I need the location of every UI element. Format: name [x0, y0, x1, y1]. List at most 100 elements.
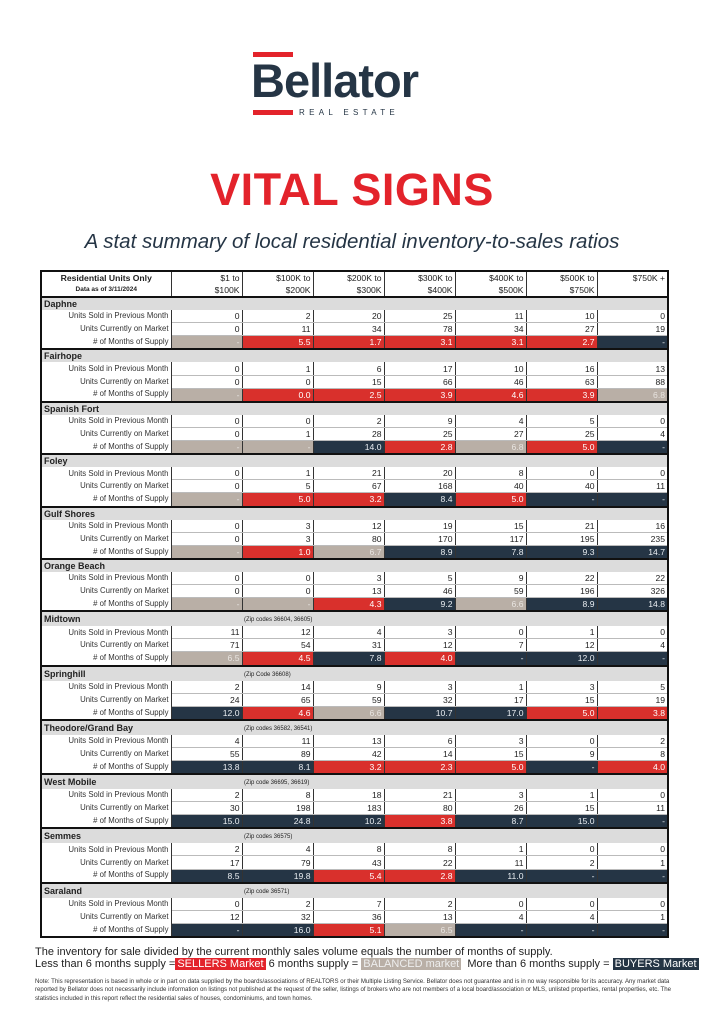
- page-title: VITAL SIGNS: [210, 164, 494, 215]
- area-zip-cell: [242, 453, 668, 468]
- row-label: Units Sold in Previous Month: [41, 467, 172, 480]
- units-on-market-cell: 1: [597, 910, 669, 924]
- units-sold-cell: 0: [597, 414, 669, 428]
- months-supply-cell: 5.0: [242, 492, 314, 507]
- units-on-market-cell: 88: [597, 375, 669, 389]
- units-on-market-cell: 326: [597, 584, 669, 599]
- units-sold-cell: 8: [242, 789, 314, 803]
- units-on-market-cell: 11: [455, 855, 527, 870]
- sold-row: Units Sold in Previous Month 0 0 2 9 4 5 0: [41, 414, 669, 428]
- units-sold-cell: 0: [171, 362, 243, 376]
- units-on-market-cell: 27: [526, 322, 598, 337]
- months-supply-cell: 5.0: [526, 706, 598, 720]
- months-supply-cell: -: [171, 440, 243, 455]
- units-sold-cell: 2: [597, 734, 669, 748]
- units-on-market-cell: 0: [171, 375, 243, 389]
- units-sold-cell: 18: [313, 789, 385, 803]
- area-header-row: Fairhope: [41, 348, 668, 363]
- units-on-market-cell: 2: [526, 855, 598, 870]
- units-sold-cell: 1: [455, 680, 527, 694]
- months-supply-cell: 2.7: [526, 335, 598, 350]
- units-on-market-cell: 9: [526, 747, 598, 762]
- months-supply-cell: 0.0: [242, 388, 314, 402]
- area-header-row: Orange Beach: [41, 557, 668, 572]
- table-header: Residential Units Only $1 to $100K to $200K…: [41, 271, 669, 298]
- months-supply-cell: 7.8: [313, 651, 385, 666]
- units-sold-cell: 2: [242, 310, 314, 324]
- row-label: # of Months of Supply: [41, 923, 172, 937]
- months-supply-cell: 8.1: [242, 760, 314, 775]
- units-sold-cell: 2: [171, 789, 243, 803]
- area-zip-cell: [242, 505, 668, 520]
- row-label: Units Currently on Market: [41, 638, 172, 652]
- units-sold-cell: 25: [384, 310, 456, 324]
- units-on-market-cell: 46: [455, 375, 527, 389]
- months-supply-cell: -: [171, 597, 243, 612]
- months-supply-cell: 5.0: [455, 760, 527, 775]
- area-name: Gulf Shores: [44, 508, 96, 519]
- units-sold-cell: 8: [455, 467, 527, 481]
- units-on-market-cell: 12: [526, 638, 598, 653]
- area-name-cell: Springhill: [41, 664, 242, 681]
- units-sold-cell: 0: [171, 571, 243, 586]
- units-on-market-cell: 22: [384, 855, 456, 870]
- units-sold-cell: 16: [597, 519, 669, 533]
- supply-explanation: The inventory for sale divided by the cu…: [35, 946, 553, 958]
- months-supply-cell: 16.0: [242, 923, 314, 937]
- units-on-market-cell: 198: [242, 801, 314, 816]
- units-on-market-cell: 55: [171, 747, 243, 762]
- row-label: # of Months of Supply: [41, 760, 172, 775]
- months-supply-cell: 10.2: [313, 814, 385, 829]
- price-range-header: $100K to: [242, 271, 314, 284]
- market-row: Units Currently on Market 30 198 183 80 26 15 1…: [41, 801, 669, 816]
- area-header-row: West Mobile (Zip code 36695, 36619): [41, 773, 668, 790]
- area-name: Orange Beach: [44, 560, 106, 571]
- months-supply-cell: 1.0: [242, 545, 314, 559]
- supply-row: # of Months of Supply -0.0 2.5 3.9 4.6 3.9 6.8: [41, 388, 669, 402]
- units-sold-cell: 0: [597, 897, 669, 911]
- units-on-market-cell: 0: [242, 375, 314, 389]
- units-on-market-cell: 196: [526, 584, 598, 599]
- months-supply-cell: -: [597, 651, 669, 666]
- units-sold-cell: 0: [597, 626, 669, 640]
- units-on-market-cell: 25: [526, 427, 598, 442]
- row-label: Units Sold in Previous Month: [41, 789, 172, 802]
- months-supply-cell: 12.0: [171, 706, 243, 720]
- months-supply-cell: 15.0: [526, 814, 598, 829]
- header-label: Residential Units Only: [41, 271, 172, 284]
- units-on-market-cell: 59: [455, 584, 527, 599]
- table-body: Daphne Units Sold in Previous Month 0 2 20 25…: [41, 295, 669, 937]
- bellator-logo: Bellator REAL ESTATE: [251, 52, 453, 118]
- units-sold-cell: 1: [526, 789, 598, 803]
- months-supply-cell: 6.8: [597, 388, 669, 402]
- price-range-header: $200K: [242, 284, 314, 298]
- row-label: Units Sold in Previous Month: [41, 414, 172, 428]
- area-header-row: Semmes (Zip codes 36575): [41, 827, 668, 844]
- months-supply-cell: 7.8: [455, 545, 527, 559]
- legend-less-text: Less than 6 months supply =: [35, 958, 176, 970]
- supply-table: Residential Units Only $1 to $100K to $200K…: [40, 270, 669, 938]
- months-supply-cell: -: [597, 492, 669, 507]
- units-on-market-cell: 34: [455, 322, 527, 337]
- supply-row: # of Months of Supply 8.5 19.8 5.4 2.8 11.0- -: [41, 869, 669, 883]
- months-supply-cell: -: [171, 923, 243, 937]
- months-supply-cell: 2.5: [313, 388, 385, 402]
- units-on-market-cell: 32: [242, 910, 314, 924]
- months-supply-cell: 6.6: [313, 706, 385, 720]
- months-supply-cell: 3.9: [526, 388, 598, 402]
- months-supply-cell: -: [526, 760, 598, 775]
- row-label: Units Currently on Market: [41, 322, 172, 336]
- row-label: # of Months of Supply: [41, 388, 172, 402]
- supply-row: # of Months of Supply -5.0 3.2 8.4 5.0- -: [41, 492, 669, 507]
- units-sold-cell: 13: [597, 362, 669, 376]
- units-on-market-cell: 42: [313, 747, 385, 762]
- row-label: Units Currently on Market: [41, 584, 172, 598]
- months-supply-cell: 8.9: [384, 545, 456, 559]
- units-on-market-cell: 46: [384, 584, 456, 599]
- area-zip-note: (Zip code 36695, 36619): [244, 780, 310, 787]
- units-sold-cell: 0: [526, 843, 598, 857]
- row-label: Units Sold in Previous Month: [41, 519, 172, 533]
- logo-wordmark: Bellator: [251, 54, 419, 107]
- price-range-header: $300K to: [384, 271, 456, 284]
- units-on-market-cell: 12: [171, 910, 243, 924]
